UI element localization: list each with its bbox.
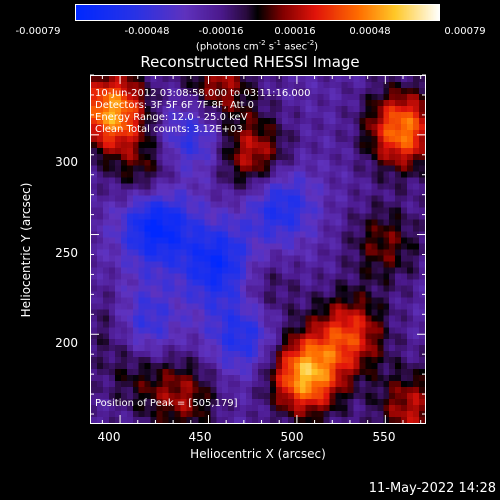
colorbar-tick-label: 0.00048 bbox=[349, 26, 391, 37]
colorbar-gradient bbox=[76, 5, 439, 20]
colorbar-tick-label: -0.00079 bbox=[15, 26, 61, 37]
colorbar-tick-label: 0.00016 bbox=[274, 26, 316, 37]
energy-range-annotation: Energy Range: 12.0 - 25.0 keV bbox=[95, 112, 248, 123]
x-axis-label: Heliocentric X (arcsec) bbox=[190, 447, 326, 461]
colorbar-unit-label: (photons cm-2 s-1 asec-2) bbox=[195, 39, 319, 53]
x-tick-label: 400 bbox=[97, 430, 121, 444]
y-tick-label: 250 bbox=[55, 246, 78, 260]
colorbar-tick-label: -0.00048 bbox=[124, 26, 170, 37]
plot-area bbox=[90, 75, 426, 424]
y-tick-label: 300 bbox=[55, 155, 78, 169]
peak-position-annotation: Position of Peak = [505,179] bbox=[95, 398, 238, 409]
colorbar-tick-label: -0.00016 bbox=[198, 26, 244, 37]
detectors-annotation: Detectors: 3F 5F 6F 7F 8F, Att 0 bbox=[95, 100, 255, 111]
colorbar bbox=[75, 4, 440, 21]
heatmap-image bbox=[91, 76, 425, 423]
x-tick-label: 550 bbox=[372, 430, 396, 444]
y-tick-label: 200 bbox=[55, 336, 78, 350]
render-timestamp: 11-May-2022 14:28 bbox=[368, 481, 496, 496]
time-range-annotation: 10-Jun-2012 03:08:58.000 to 03:11:16.000 bbox=[95, 88, 311, 99]
total-counts-annotation: Clean Total counts: 3.12E+03 bbox=[95, 124, 243, 135]
y-axis-label: Heliocentric Y (arcsec) bbox=[19, 182, 33, 318]
colorbar-tick-label: 0.00079 bbox=[444, 26, 486, 37]
chart-title: Reconstructed RHESSI Image bbox=[140, 53, 360, 71]
x-tick-label: 500 bbox=[280, 430, 304, 444]
x-tick-label: 450 bbox=[188, 430, 212, 444]
